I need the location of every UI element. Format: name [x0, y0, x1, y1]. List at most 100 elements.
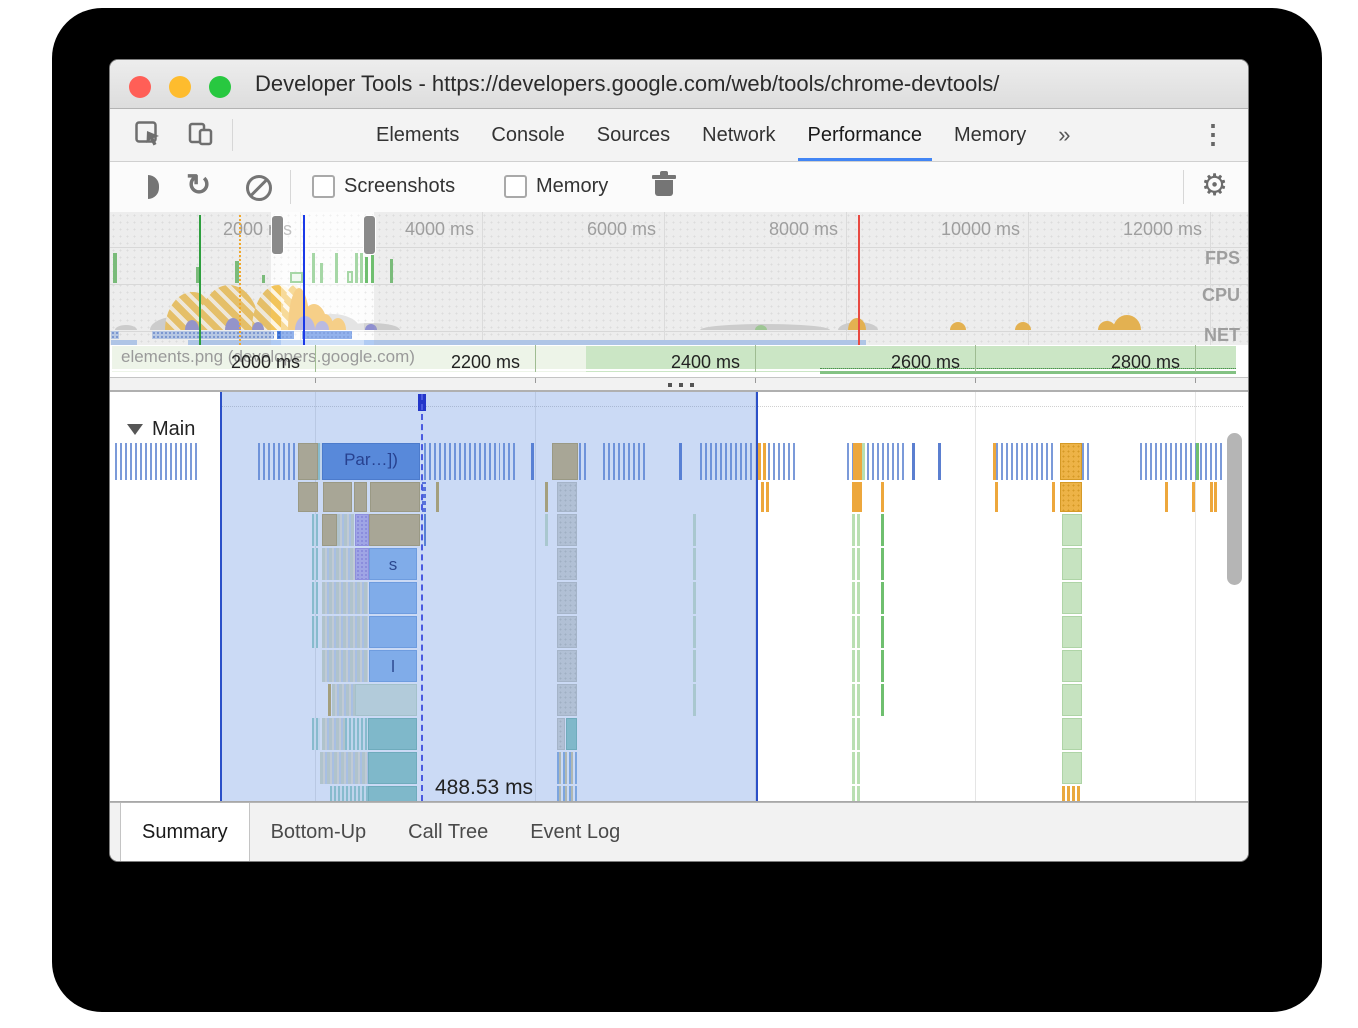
- flame-segment[interactable]: [424, 443, 500, 480]
- flame-segment[interactable]: [995, 482, 998, 512]
- flame-segment[interactable]: [852, 616, 862, 648]
- flame-segment[interactable]: [557, 514, 577, 546]
- flame-segment[interactable]: [436, 482, 439, 512]
- flame-segment[interactable]: [881, 482, 884, 512]
- flame-segment[interactable]: [330, 786, 368, 801]
- flame-segment[interactable]: [531, 443, 534, 480]
- flame-segment[interactable]: [853, 443, 862, 480]
- flame-segment[interactable]: [115, 443, 197, 480]
- flame-segment[interactable]: [1060, 443, 1082, 480]
- flame-segment[interactable]: [1062, 616, 1082, 648]
- flame-segment[interactable]: [1192, 482, 1195, 512]
- flame-segment[interactable]: [579, 443, 589, 480]
- flame-segment[interactable]: [312, 582, 318, 614]
- tab-memory[interactable]: Memory: [954, 123, 1027, 146]
- flame-segment[interactable]: [545, 482, 548, 512]
- flame-segment[interactable]: [1062, 582, 1082, 614]
- minimize-button[interactable]: [169, 76, 191, 98]
- flame-segment[interactable]: [557, 582, 577, 614]
- flame-segment[interactable]: [424, 514, 426, 546]
- flame-segment[interactable]: [312, 514, 318, 546]
- flame-segment[interactable]: [368, 752, 417, 784]
- flame-segment[interactable]: [852, 650, 862, 682]
- expander-dots[interactable]: [679, 383, 683, 387]
- flame-segment[interactable]: [322, 718, 345, 750]
- flame-segment[interactable]: [258, 443, 298, 480]
- settings-gear-icon[interactable]: ⚙: [1201, 169, 1228, 202]
- flame-segment[interactable]: [323, 482, 352, 512]
- flame-segment[interactable]: [322, 582, 368, 614]
- flame-segment[interactable]: [557, 718, 565, 750]
- more-tabs-chevron[interactable]: »: [1058, 122, 1071, 147]
- inspect-element-icon[interactable]: [135, 121, 161, 147]
- flame-segment[interactable]: [761, 482, 764, 512]
- flame-segment[interactable]: [881, 616, 884, 648]
- flame-segment[interactable]: [1214, 482, 1217, 512]
- flame-segment[interactable]: [996, 443, 1054, 480]
- flame-segment[interactable]: [298, 482, 318, 512]
- tab-call-tree[interactable]: Call Tree: [408, 820, 489, 843]
- collapse-triangle-icon[interactable]: [127, 424, 143, 435]
- flame-segment[interactable]: [557, 482, 577, 512]
- tab-performance[interactable]: Performance: [792, 109, 939, 161]
- flame-segment[interactable]: [337, 514, 354, 546]
- flame-segment[interactable]: [1062, 786, 1082, 801]
- flame-segment[interactable]: [852, 718, 862, 750]
- flame-segment[interactable]: [693, 548, 696, 580]
- flame-segment[interactable]: [693, 582, 696, 614]
- flame-segment[interactable]: [1052, 482, 1055, 512]
- screenshots-toggle[interactable]: Screenshots: [312, 175, 455, 198]
- screenshots-checkbox[interactable]: [312, 175, 335, 198]
- flame-segment[interactable]: [1062, 650, 1082, 682]
- memory-checkbox[interactable]: [504, 175, 527, 198]
- expander-dots[interactable]: [690, 383, 694, 387]
- flame-segment[interactable]: [867, 443, 907, 480]
- tab-sources[interactable]: Sources: [596, 123, 671, 146]
- flame-segment[interactable]: [322, 548, 355, 580]
- flame-segment[interactable]: [912, 443, 915, 480]
- flame-segment[interactable]: [557, 752, 577, 784]
- main-track-header[interactable]: Main: [127, 418, 195, 441]
- timeline-overview[interactable]: 2000 ms 4000 ms 6000 ms 8000 ms 10000 ms 1200…: [110, 212, 1248, 345]
- clear-icon[interactable]: [246, 175, 272, 201]
- flame-segment[interactable]: [355, 548, 369, 580]
- flame-segment[interactable]: [1196, 443, 1199, 480]
- expander-dots[interactable]: [668, 383, 672, 387]
- flame-segment[interactable]: [328, 684, 331, 716]
- flame-segment[interactable]: [763, 443, 766, 480]
- flame-segment[interactable]: [322, 650, 368, 682]
- flame-segment[interactable]: [852, 514, 862, 546]
- tab-elements[interactable]: Elements: [376, 123, 460, 146]
- flame-segment[interactable]: [355, 514, 369, 546]
- flame-segment[interactable]: [1165, 482, 1168, 512]
- flame-segment[interactable]: [557, 786, 577, 801]
- flame-segment[interactable]: [852, 684, 862, 716]
- titlebar[interactable]: Developer Tools - https://developers.goo…: [110, 60, 1248, 109]
- flame-segment[interactable]: [881, 650, 884, 682]
- flame-segment[interactable]: [545, 514, 548, 546]
- flame-segment[interactable]: [852, 752, 862, 784]
- flame-segment[interactable]: [679, 443, 682, 480]
- flame-segment[interactable]: [768, 443, 795, 480]
- flame-segment[interactable]: [1060, 482, 1082, 512]
- flame-segment[interactable]: [370, 482, 420, 512]
- flame-segment[interactable]: [332, 684, 355, 716]
- flame-segment[interactable]: [1062, 684, 1082, 716]
- main-flame-chart[interactable]: Main Par…]) s l 488.53 ms: [110, 392, 1248, 802]
- flame-segment[interactable]: [847, 443, 853, 480]
- overview-window-handle-left[interactable]: [271, 215, 284, 255]
- flame-segment[interactable]: [1062, 514, 1082, 546]
- flame-segment[interactable]: l: [369, 650, 417, 682]
- flame-segment[interactable]: [312, 718, 320, 750]
- record-icon[interactable]: [148, 175, 159, 199]
- flame-segment[interactable]: [312, 548, 318, 580]
- network-track[interactable]: elements.png (developers.google.com) 200…: [110, 345, 1248, 377]
- flame-segment[interactable]: [422, 482, 426, 512]
- selection-border-left[interactable]: [220, 392, 222, 801]
- flame-segment[interactable]: [852, 582, 862, 614]
- tab-bottom-up[interactable]: Bottom-Up: [270, 820, 367, 843]
- flame-segment[interactable]: [557, 650, 577, 682]
- flame-segment[interactable]: [368, 718, 417, 750]
- flame-segment[interactable]: [318, 443, 322, 480]
- flame-segment[interactable]: [1140, 443, 1222, 480]
